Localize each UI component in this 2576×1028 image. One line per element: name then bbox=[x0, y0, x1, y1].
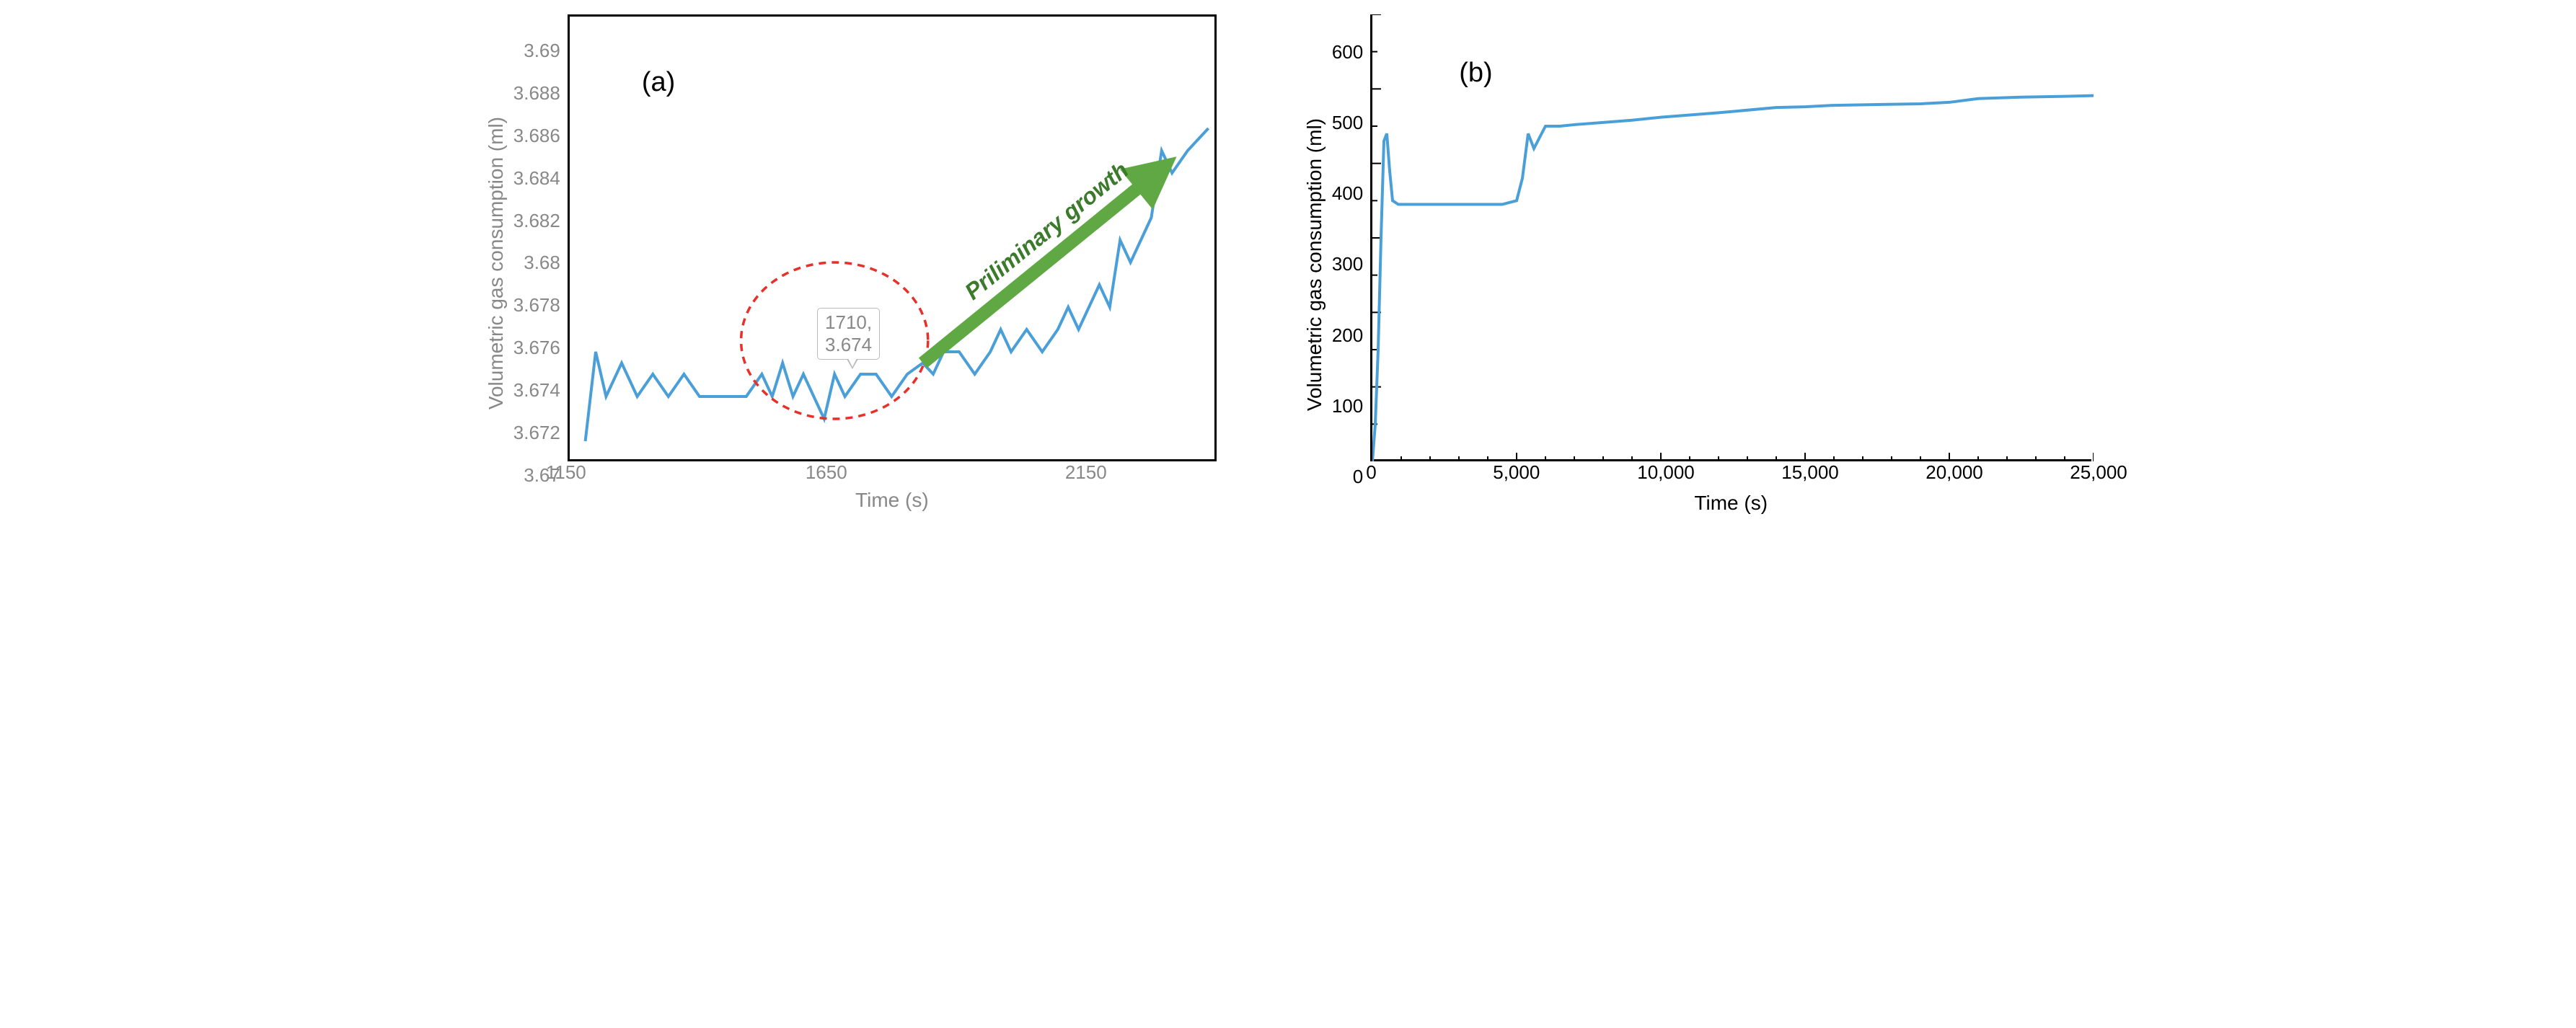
chart-a-ylabel: Volumetric gas consumption (ml) bbox=[485, 117, 508, 409]
chart-b-plot: (b) bbox=[1370, 14, 2091, 461]
chart-b-subplot-label: (b) bbox=[1459, 58, 1492, 89]
callout-line1: 1710, bbox=[825, 311, 872, 333]
chart-b-body: Volumetric gas consumption (ml) 60050040… bbox=[1303, 14, 2091, 515]
chart-b-yaxis: 6005004003002001000 bbox=[1332, 41, 1370, 488]
chart-a-yaxis: 3.693.6883.6863.6843.6823.683.6783.6763.… bbox=[513, 40, 568, 487]
chart-a-xaxis: 115016502150 bbox=[568, 461, 1217, 486]
chart-b: Volumetric gas consumption (ml) 60050040… bbox=[1303, 14, 2091, 515]
charts-container: Volumetric gas consumption (ml) 3.693.68… bbox=[14, 14, 2562, 515]
chart-a-plot: (a) 1710, 3.674 Priliminary growth bbox=[568, 14, 1217, 461]
chart-a-body: Volumetric gas consumption (ml) 3.693.68… bbox=[485, 14, 1217, 512]
callout-line2: 3.674 bbox=[825, 334, 872, 355]
chart-a-callout: 1710, 3.674 bbox=[817, 308, 880, 360]
chart-a-subplot-label: (a) bbox=[642, 67, 675, 98]
chart-a-xlabel: Time (s) bbox=[568, 489, 1217, 512]
chart-b-xlabel: Time (s) bbox=[1370, 492, 2091, 515]
chart-a: Volumetric gas consumption (ml) 3.693.68… bbox=[485, 14, 1217, 512]
chart-b-ylabel: Volumetric gas consumption (ml) bbox=[1303, 118, 1326, 411]
chart-b-xaxis: 05,00010,00015,00020,00025,000 bbox=[1370, 461, 2091, 486]
